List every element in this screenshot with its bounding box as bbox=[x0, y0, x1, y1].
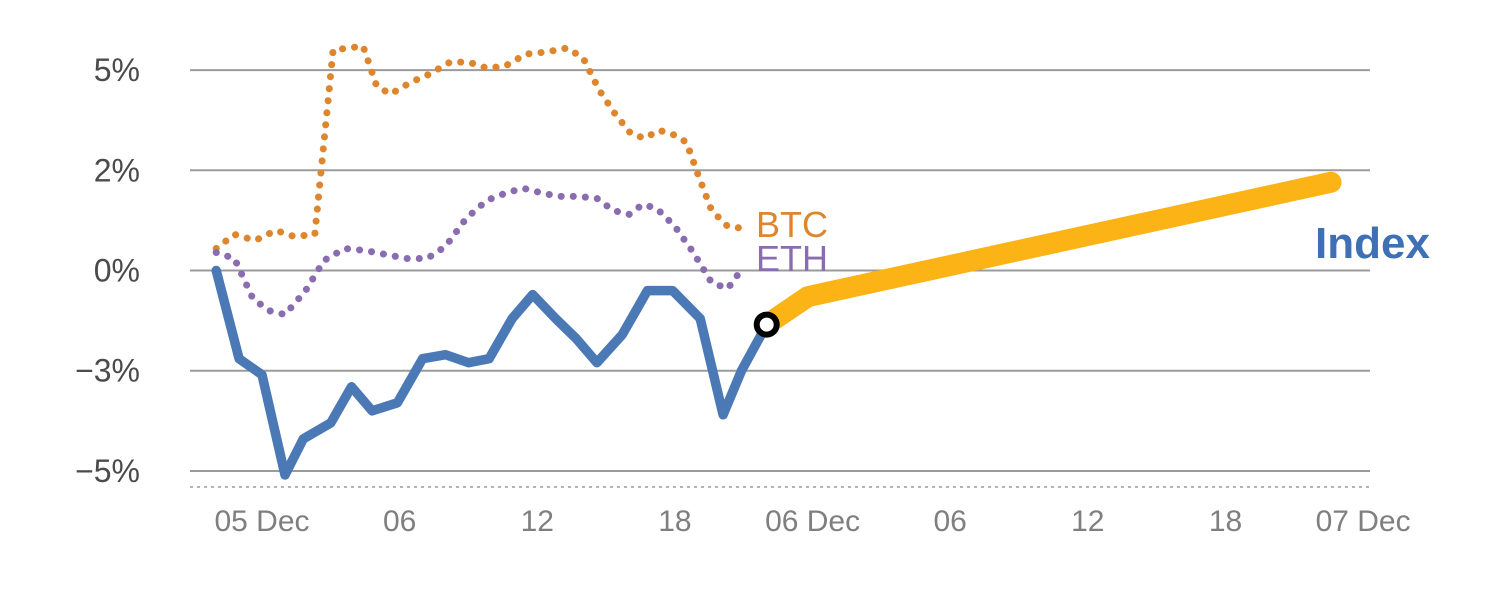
y-tick-label: −3% bbox=[75, 353, 140, 389]
x-tick-label: 12 bbox=[521, 505, 554, 538]
tick-layer: 5% 2% 0% −3% −5% 05 Dec 06 12 18 06 Dec 06 12 18 07 D… bbox=[75, 52, 1411, 538]
annotation-layer: BTC ETH Index bbox=[756, 204, 1430, 279]
x-tick-label: 06 Dec bbox=[765, 505, 860, 538]
eth-line bbox=[212, 184, 748, 319]
index-series-label: Index bbox=[1315, 219, 1430, 268]
projection-start-marker bbox=[753, 311, 780, 338]
index-projection-line bbox=[756, 171, 1342, 336]
x-tick-label: 18 bbox=[658, 505, 691, 538]
grid-layer bbox=[190, 69, 1370, 488]
x-tick-label: 05 Dec bbox=[214, 505, 309, 538]
index-line bbox=[211, 265, 772, 480]
x-tick-label: 06 bbox=[934, 505, 967, 538]
eth-series-label: ETH bbox=[756, 238, 828, 279]
y-tick-label: 2% bbox=[94, 152, 140, 188]
x-tick-label: 18 bbox=[1209, 505, 1242, 538]
btc-series-label: BTC bbox=[756, 204, 828, 245]
x-tick-label: 12 bbox=[1071, 505, 1104, 538]
btc-line bbox=[212, 42, 748, 252]
y-tick-label: −5% bbox=[75, 453, 140, 489]
x-tick-label: 07 Dec bbox=[1316, 505, 1411, 538]
x-tick-label: 06 bbox=[383, 505, 416, 538]
y-tick-label: 5% bbox=[94, 52, 140, 88]
y-tick-label: 0% bbox=[94, 253, 140, 289]
series-layer bbox=[211, 42, 1342, 480]
